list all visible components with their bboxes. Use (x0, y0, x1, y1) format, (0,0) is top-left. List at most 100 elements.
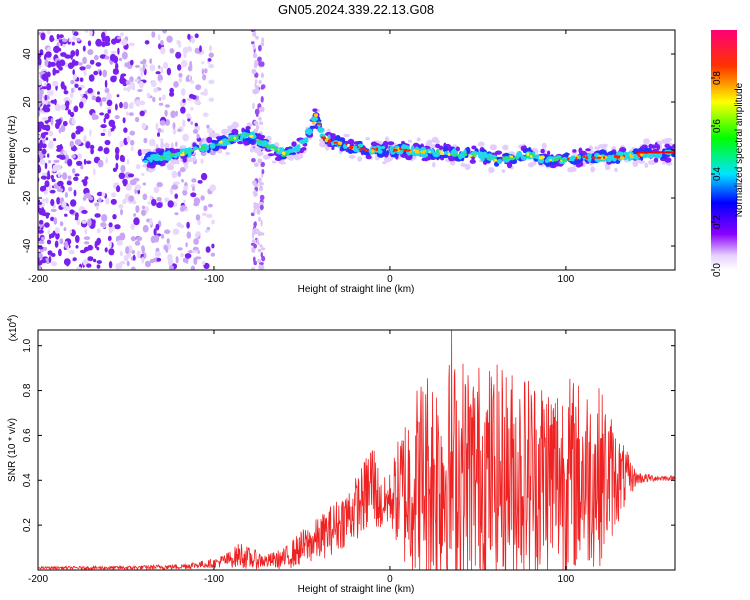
noise-blob (75, 212, 79, 219)
ridge-blob (471, 145, 477, 150)
ridge-core-blob (450, 153, 453, 156)
noise-band-blob (255, 113, 259, 117)
noise-blob (97, 147, 103, 152)
ridge-blob (407, 139, 412, 143)
noise-blob (194, 122, 198, 127)
ridge-core-blob (229, 137, 235, 142)
noise-blob (56, 197, 61, 205)
noise-band-blob (256, 228, 260, 232)
ridge-blob (649, 144, 657, 149)
noise-blob (87, 218, 92, 227)
noise-blob (38, 109, 41, 117)
colorbar-tick-label: 0.4 (712, 167, 723, 181)
noise-blob (108, 119, 116, 128)
noise-blob (97, 91, 100, 95)
noise-blob (68, 249, 75, 255)
ridge-blob (645, 147, 652, 153)
noise-blob (211, 219, 215, 225)
y-tick-label: 0.6 (22, 428, 33, 442)
ridge-core-blob (270, 146, 276, 149)
ridge-core-blob (233, 136, 236, 140)
noise-blob (101, 31, 106, 40)
noise-blob (56, 148, 62, 152)
noise-blob (169, 48, 175, 54)
noise-blob (65, 100, 70, 107)
noise-blob (144, 63, 148, 68)
ridge-blob (221, 130, 229, 134)
noise-blob (160, 138, 164, 143)
noise-band-blob (260, 204, 264, 211)
noise-blob (48, 141, 54, 149)
noise-blob (127, 173, 135, 178)
ridge-blob (277, 147, 285, 154)
noise-blob (94, 202, 100, 207)
noise-blob (48, 256, 52, 263)
noise-blob (178, 77, 183, 83)
ridge-core-blob (603, 156, 606, 159)
noise-blob (69, 209, 75, 215)
noise-blob (142, 63, 145, 72)
noise-blob (126, 135, 131, 143)
noise-blob (54, 227, 60, 234)
ridge-blob (666, 138, 673, 142)
noise-blob (149, 58, 153, 64)
noise-blob (57, 171, 61, 178)
ridge-blob (672, 143, 675, 149)
noise-blob (83, 246, 90, 252)
noise-blob (83, 135, 87, 143)
noise-blob (84, 192, 92, 199)
noise-blob (110, 198, 117, 205)
noise-blob (64, 192, 68, 198)
noise-blob (76, 266, 82, 270)
noise-blob (106, 92, 112, 101)
noise-blob (38, 261, 43, 266)
ridge-blob (260, 135, 266, 139)
y-tick-label: 0.4 (22, 473, 33, 487)
noise-blob (47, 47, 52, 52)
noise-blob (134, 78, 140, 83)
noise-blob (180, 252, 184, 258)
noise-blob (72, 35, 77, 41)
noise-blob (190, 106, 194, 111)
noise-blob (135, 205, 140, 213)
noise-blob (155, 223, 160, 231)
noise-blob (70, 91, 74, 99)
ridge-blob (489, 144, 497, 151)
noise-blob (41, 198, 47, 202)
noise-blob (82, 196, 87, 201)
ridge-blob (310, 116, 319, 122)
noise-blob (187, 118, 191, 122)
noise-blob (200, 172, 208, 181)
noise-blob (94, 213, 101, 218)
noise-blob (67, 109, 72, 115)
noise-blob (47, 229, 51, 234)
noise-blob (118, 57, 123, 62)
ridge-core-blob (327, 139, 331, 143)
snr-y-ticks: 0.2 0.4 0.6 0.8 1.0 (22, 338, 675, 532)
noise-blob (103, 117, 106, 124)
noise-band-blob (251, 158, 256, 163)
noise-blob (208, 63, 215, 69)
y-tick-label: 20 (22, 96, 33, 108)
y-tick-label: 40 (22, 48, 33, 60)
noise-blob (138, 81, 144, 89)
noise-blob (191, 94, 197, 100)
noise-blob (45, 137, 49, 141)
noise-blob (38, 246, 44, 250)
noise-blob (91, 112, 96, 121)
ridge-core-blob (215, 144, 221, 146)
ridge-blob (664, 157, 672, 163)
noise-blob (144, 260, 151, 268)
noise-blob (126, 158, 130, 165)
noise-blob (103, 48, 108, 56)
noise-band-blob (261, 232, 265, 236)
ridge-blob (643, 138, 650, 145)
noise-blob (120, 260, 126, 265)
noise-blob (108, 227, 113, 234)
noise-blob (72, 74, 77, 80)
noise-blob (190, 265, 196, 270)
ridge-blob (522, 149, 527, 153)
noise-blob (86, 160, 92, 165)
noise-blob (202, 74, 207, 81)
